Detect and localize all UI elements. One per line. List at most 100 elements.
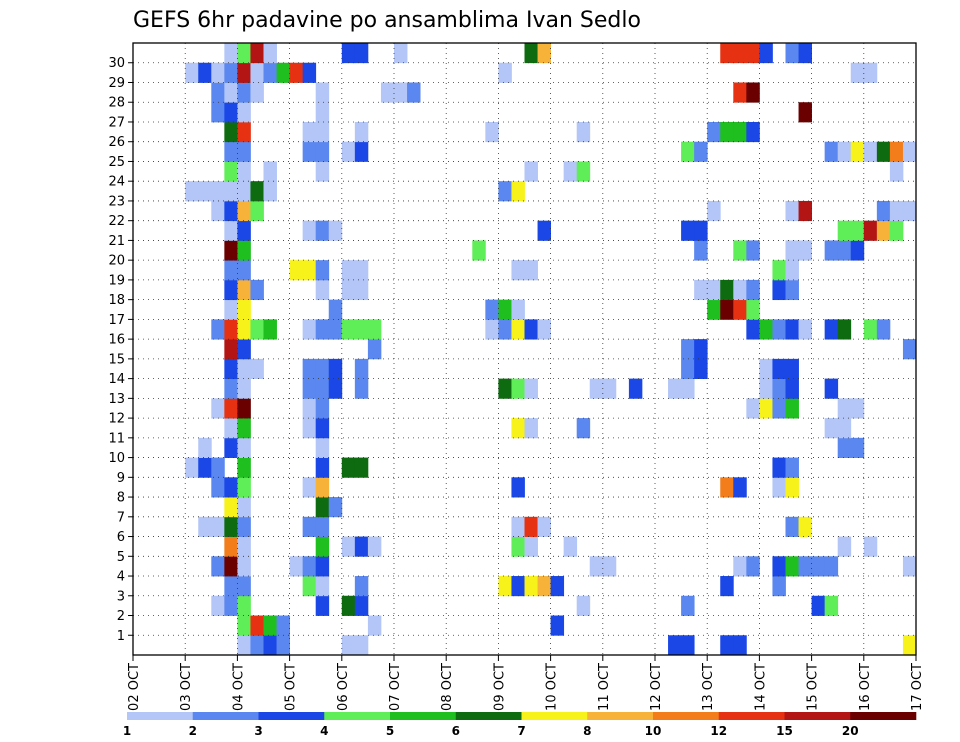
heatmap-cell — [237, 141, 251, 162]
heatmap-cell — [824, 378, 839, 399]
heatmap-cell — [798, 516, 812, 537]
heatmap-cell — [798, 319, 812, 340]
heatmap-cell — [511, 299, 525, 320]
heatmap-cell — [824, 556, 839, 577]
heatmap-cell — [668, 635, 682, 656]
heatmap-cell — [550, 576, 565, 597]
heatmap-cell — [759, 378, 773, 399]
heatmap-cell — [185, 457, 199, 478]
heatmap-cell — [733, 635, 747, 656]
heatmap-cell — [237, 398, 251, 419]
heatmap-cell — [315, 82, 330, 103]
heatmap-cell — [250, 82, 264, 103]
heatmap-cell — [198, 181, 212, 202]
heatmap-cell — [263, 161, 277, 182]
heatmap-cell — [785, 260, 799, 281]
heatmap-cell — [798, 43, 812, 64]
heatmap-cell — [681, 358, 695, 380]
heatmap-cell — [237, 595, 251, 616]
heatmap-cell — [315, 279, 330, 301]
heatmap-cell — [341, 635, 356, 656]
heatmap-cell — [302, 556, 317, 577]
heatmap-cell — [733, 240, 747, 261]
heatmap-cell — [263, 43, 277, 64]
heatmap-cell — [302, 576, 317, 597]
heatmap-cell — [315, 398, 330, 419]
heatmap-cell — [720, 299, 734, 320]
heatmap-cell — [276, 615, 290, 636]
heatmap-cell — [354, 141, 369, 162]
heatmap-cell — [759, 319, 773, 340]
heatmap-cell — [250, 615, 264, 636]
heatmap-cell — [211, 556, 225, 577]
heatmap-cell — [237, 240, 251, 261]
heatmap-cell — [785, 43, 799, 64]
heatmap-cell — [589, 378, 604, 399]
heatmap-cell — [837, 418, 852, 439]
heatmap-cell — [224, 161, 238, 182]
heatmap-cell — [211, 457, 225, 478]
x-tick-label: 13 OCT — [701, 663, 716, 711]
heatmap-cell — [302, 418, 317, 439]
heatmap-cell — [863, 141, 878, 162]
heatmap-cell — [237, 615, 251, 636]
heatmap-cell — [224, 43, 238, 64]
heatmap-cell — [341, 595, 356, 616]
x-tick-label: 11 OCT — [597, 663, 612, 711]
heatmap-cell — [511, 319, 525, 340]
heatmap-cell — [785, 516, 799, 537]
heatmap-cell — [785, 477, 799, 498]
heatmap-cell — [681, 595, 695, 616]
heatmap-cell — [211, 516, 225, 537]
y-tick-label: 8 — [117, 491, 125, 506]
heatmap-cell — [720, 279, 734, 301]
heatmap-cell — [863, 319, 878, 340]
heatmap-cell — [224, 181, 238, 202]
heatmap-cell — [367, 536, 382, 557]
heatmap-cell — [850, 220, 865, 241]
heatmap-cell — [524, 161, 538, 182]
heatmap-cell — [224, 220, 238, 241]
heatmap-cell — [198, 62, 212, 83]
heatmap-cell — [798, 556, 812, 577]
heatmap-cell — [237, 161, 251, 182]
heatmap-cell — [824, 141, 839, 162]
heatmap-cell — [237, 497, 251, 518]
heatmap-cell — [237, 516, 251, 537]
heatmap-cell — [237, 536, 251, 557]
colorbar-swatch — [784, 712, 851, 720]
heatmap-cell — [550, 615, 565, 636]
heatmap-cell — [354, 319, 369, 340]
heatmap-cell — [772, 260, 786, 281]
heatmap-cell — [902, 141, 917, 162]
heatmap-cell — [237, 220, 251, 241]
heatmap-cell — [772, 576, 786, 597]
heatmap-cell — [289, 62, 304, 83]
x-tick-label: 15 OCT — [806, 663, 821, 711]
heatmap-cell — [537, 220, 551, 241]
heatmap-cell — [237, 82, 251, 103]
colorbar-swatch — [521, 712, 588, 720]
heatmap-cell — [498, 576, 512, 597]
colorbar-label: 20 — [842, 724, 859, 738]
heatmap-cell — [250, 635, 264, 656]
heatmap-cell — [733, 279, 747, 301]
heatmap-cell — [237, 181, 251, 202]
heatmap-cell — [602, 378, 617, 399]
heatmap-cell — [837, 319, 852, 340]
colorbar-swatch — [653, 712, 720, 720]
heatmap-cell — [824, 595, 839, 616]
heatmap-cell — [341, 319, 356, 340]
x-tick-label: 17 OCT — [910, 663, 925, 711]
heatmap-cell — [263, 62, 277, 83]
y-tick-label: 6 — [117, 530, 125, 545]
x-tick-label: 07 OCT — [388, 663, 403, 711]
heatmap-cell — [302, 141, 317, 162]
heatmap-cell — [224, 200, 238, 222]
heatmap-cell — [315, 260, 330, 281]
heatmap-cell — [276, 62, 290, 83]
heatmap-cell — [237, 358, 251, 380]
heatmap-cell — [576, 595, 591, 616]
heatmap-cell — [224, 319, 238, 340]
